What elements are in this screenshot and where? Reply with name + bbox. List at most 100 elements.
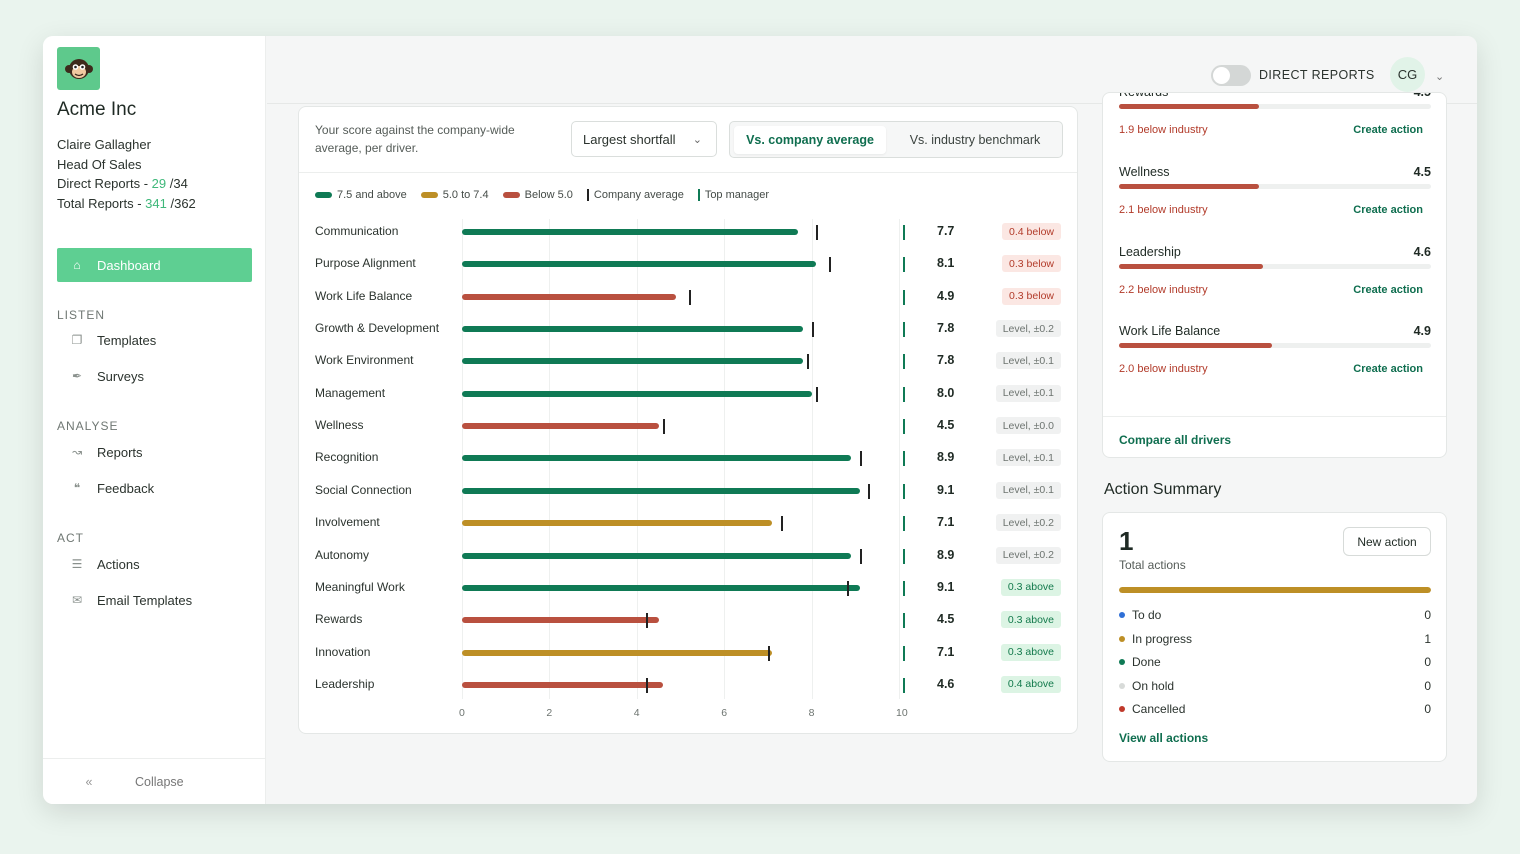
- comparison-badge: Level, ±0.2: [995, 546, 1061, 564]
- legend-green: 7.5 and above: [315, 189, 407, 201]
- tab-vs-company-average[interactable]: Vs. company average: [734, 126, 886, 154]
- total-reports-total: /362: [166, 195, 196, 211]
- status-row: On hold 0: [1119, 679, 1431, 693]
- total-actions-count: 1: [1119, 526, 1134, 556]
- driver-score-track: [1119, 104, 1431, 109]
- compare-all-drivers-link[interactable]: Compare all drivers: [1103, 416, 1446, 457]
- score-value: 8.9: [937, 450, 955, 465]
- chart-legend: 7.5 and above 5.0 to 7.4 Below 5.0 Compa…: [315, 189, 783, 201]
- status-row: Cancelled 0: [1119, 702, 1431, 716]
- create-action-link[interactable]: Create action: [1353, 284, 1423, 296]
- top-manager-marker: [903, 322, 905, 338]
- quote-icon: ❝: [73, 481, 81, 495]
- driver-label: Rewards: [315, 612, 363, 627]
- top-manager-marker: [903, 225, 905, 240]
- x-tick-label: 0: [459, 707, 465, 719]
- score-value: 7.7: [937, 224, 955, 238]
- legend-top-manager: Top manager: [697, 189, 769, 201]
- driver-score-track: [1119, 184, 1431, 189]
- status-count: 0: [1424, 608, 1431, 622]
- nav-surveys-label: Surveys: [97, 368, 144, 384]
- comparison-badge: Level, ±0.1: [995, 481, 1061, 499]
- nav-email-templates[interactable]: ✉ Email Templates: [57, 583, 252, 617]
- nav-feedback[interactable]: ❝ Feedback: [57, 471, 252, 505]
- comparison-badge: 0.3 above: [1000, 643, 1061, 661]
- status-dot: [1119, 706, 1125, 712]
- view-all-actions-link[interactable]: View all actions: [1119, 731, 1209, 745]
- status-dot: [1119, 682, 1125, 689]
- score-value: 7.1: [937, 515, 955, 530]
- new-action-button[interactable]: New action: [1343, 527, 1431, 556]
- company-average-marker: [807, 354, 810, 370]
- status-label: On hold: [1132, 678, 1175, 693]
- company-average-marker: [815, 386, 818, 402]
- sort-select[interactable]: Largest shortfall ⌄: [571, 121, 717, 157]
- nav-feedback-label: Feedback: [97, 480, 155, 496]
- nav-templates[interactable]: ❐ Templates: [57, 323, 252, 357]
- x-tick-label: 2: [546, 707, 553, 719]
- top-manager-marker: [903, 548, 905, 564]
- status-row: In progress 1: [1119, 632, 1431, 646]
- company-average-marker: [859, 548, 862, 564]
- top-manager-marker: [903, 580, 905, 596]
- user-info: Claire Gallagher Head Of Sales Direct Re…: [57, 135, 196, 213]
- line-chart-icon: ↝: [71, 445, 83, 459]
- action-summary-title: Action Summary: [1104, 481, 1222, 498]
- score-value: 8.0: [937, 385, 955, 400]
- driver-score: 4.6: [1413, 245, 1431, 259]
- card-description: Your score against the company-wide aver…: [315, 123, 515, 155]
- industry-comparison: 2.0 below industry: [1119, 363, 1208, 375]
- driver-label: Purpose Alignment: [315, 256, 416, 271]
- x-tick-label: 6: [721, 707, 728, 719]
- section-analyse: ANALYSE: [57, 419, 119, 433]
- gridline: [899, 219, 900, 699]
- status-label: In progress: [1132, 631, 1193, 646]
- score-bar: [462, 293, 677, 300]
- status-label: Done: [1132, 655, 1161, 669]
- industry-comparison: 1.9 below industry: [1119, 124, 1208, 136]
- top-manager-marker: [903, 451, 905, 467]
- direct-reports-toggle[interactable]: [1211, 65, 1251, 86]
- avatar[interactable]: CG: [1390, 57, 1425, 92]
- nav-actions[interactable]: ☰ Actions: [57, 547, 252, 581]
- comparison-badge: 0.4 above: [1000, 675, 1061, 693]
- score-value: 9.1: [937, 482, 955, 497]
- score-value: 4.5: [937, 418, 955, 433]
- user-name: Claire Gallagher: [57, 137, 151, 152]
- actions-progress-bar: [1119, 587, 1431, 593]
- total-reports-count: 341: [145, 195, 167, 211]
- legend-amber: 5.0 to 7.4: [420, 189, 489, 201]
- top-manager-marker: [903, 257, 905, 273]
- driver-name: Rewards: [1119, 92, 1169, 99]
- score-bar: [462, 649, 773, 656]
- company-name: Acme Inc: [57, 99, 137, 120]
- driver-label: Work Environment: [315, 353, 414, 368]
- legend-marker-black: [586, 189, 589, 201]
- tab-vs-industry-benchmark[interactable]: Vs. industry benchmark: [909, 133, 1041, 147]
- chevron-down-icon[interactable]: ⌄: [1435, 71, 1445, 83]
- comparison-badge: Level, ±0.1: [995, 449, 1061, 467]
- monkey-logo-icon[interactable]: [57, 47, 100, 90]
- driver-scores-card: Your score against the company-wide aver…: [298, 106, 1078, 734]
- direct-reports-count: 29: [151, 176, 167, 191]
- nav-reports[interactable]: ↝ Reports: [57, 435, 252, 469]
- create-action-link[interactable]: Create action: [1353, 204, 1423, 216]
- collapse-button[interactable]: « Collapse: [43, 758, 266, 804]
- nav-surveys[interactable]: ✒ Surveys: [57, 359, 252, 393]
- status-dot: [1119, 612, 1125, 618]
- section-listen: LISTEN: [57, 308, 106, 322]
- copy-icon: ❐: [71, 333, 83, 347]
- score-value: 7.1: [937, 644, 955, 659]
- score-bar: [462, 552, 851, 559]
- top-manager-marker: [903, 289, 905, 305]
- company-average-marker: [829, 257, 832, 273]
- driver-label: Meaningful Work: [315, 579, 405, 594]
- create-action-link[interactable]: Create action: [1353, 363, 1423, 375]
- score-bar: [462, 617, 659, 624]
- nav-dashboard-label: Dashboard: [97, 257, 161, 273]
- x-tick-label: 10: [896, 707, 908, 719]
- create-action-link[interactable]: Create action: [1353, 124, 1423, 136]
- nav-dashboard[interactable]: ⌂ Dashboard: [57, 248, 252, 282]
- status-label: Cancelled: [1132, 702, 1186, 716]
- nav-templates-label: Templates: [97, 332, 157, 348]
